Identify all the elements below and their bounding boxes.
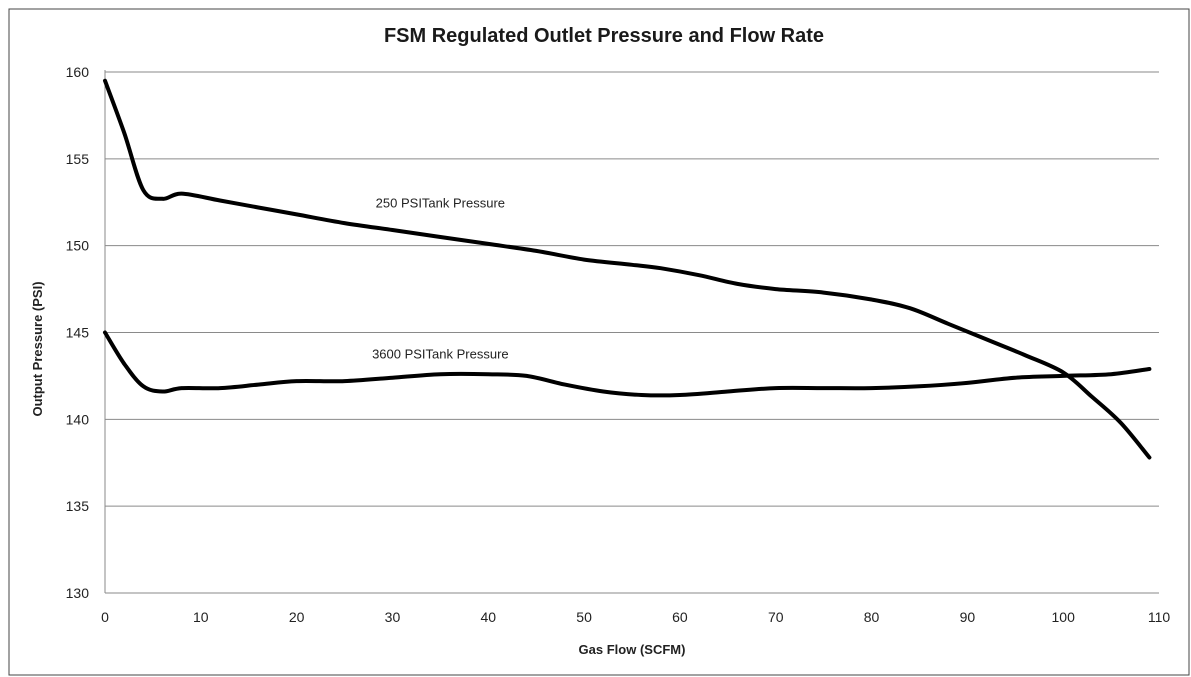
- y-tick-label-145: 145: [66, 325, 90, 341]
- x-tick-label-20: 20: [289, 609, 305, 625]
- x-tick-label-100: 100: [1052, 609, 1076, 625]
- series-line-2: [103, 330, 1152, 398]
- x-tick-label-0: 0: [101, 609, 109, 625]
- x-tick-label-30: 30: [385, 609, 401, 625]
- tick-labels: 130 135 140 145 150 155 160 0 10 20 30 40 50 60 70 80 90…: [66, 64, 1171, 625]
- y-tick-label-135: 135: [66, 498, 90, 514]
- x-tick-label-80: 80: [864, 609, 880, 625]
- y-tick-label-130: 130: [66, 585, 90, 601]
- x-tick-label-10: 10: [193, 609, 209, 625]
- x-tick-label-60: 60: [672, 609, 688, 625]
- annotation-1: 250 PSITank Pressure: [376, 195, 505, 210]
- annotation-layer: 250 PSITank Pressure 3600 PSITank Pressur…: [372, 195, 509, 361]
- x-axis-title: Gas Flow (SCFM): [579, 642, 686, 657]
- y-tick-label-140: 140: [66, 411, 90, 427]
- x-tick-label-40: 40: [480, 609, 496, 625]
- annotation-2: 3600 PSITank Pressure: [372, 347, 509, 362]
- series-line-1: [103, 78, 1152, 460]
- y-tick-label-150: 150: [66, 238, 90, 254]
- y-tick-label-155: 155: [66, 151, 90, 167]
- x-tick-label-90: 90: [960, 609, 976, 625]
- x-tick-label-110: 110: [1148, 609, 1171, 625]
- x-tick-label-70: 70: [768, 609, 784, 625]
- chart-border: [8, 8, 1190, 676]
- y-tick-label-160: 160: [66, 64, 90, 80]
- series-layer: [103, 78, 1152, 460]
- y-axis-title: Output Pressure (PSI): [30, 281, 45, 416]
- grid-layer: [105, 71, 1159, 507]
- chart-title: FSM Regulated Outlet Pressure and Flow R…: [384, 25, 824, 47]
- x-tick-label-50: 50: [576, 609, 592, 625]
